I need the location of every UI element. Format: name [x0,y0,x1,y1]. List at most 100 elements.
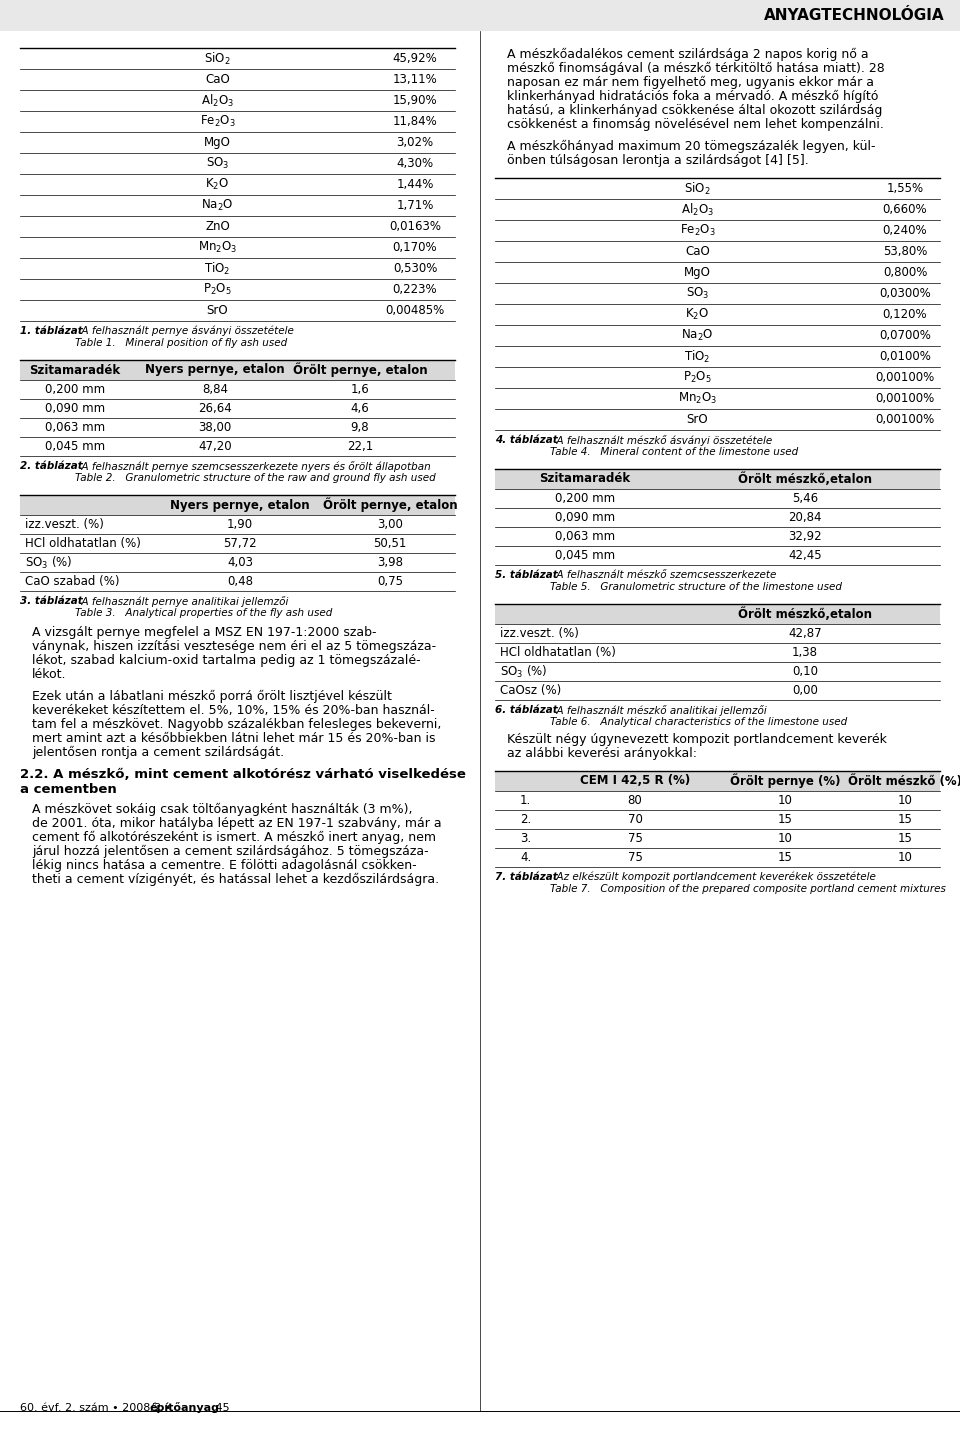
Text: hatású, a klinkerhányad csökkenése által okozott szilárdság: hatású, a klinkerhányad csökkenése által… [507,104,882,117]
Text: SO$_3$: SO$_3$ [685,286,709,301]
Text: ANYAGTECHNOLÓGIA: ANYAGTECHNOLÓGIA [764,9,945,23]
Text: CEM I 42,5 R (%): CEM I 42,5 R (%) [580,774,690,787]
Text: 60. évf. 2. szám • 2008/2 •: 60. évf. 2. szám • 2008/2 • [20,1402,175,1412]
Text: Az elkészült kompozit portlandcement keverékek összetétele: Az elkészült kompozit portlandcement kev… [550,871,876,883]
Text: 0,063 mm: 0,063 mm [45,421,105,434]
Text: Mn$_2$O$_3$: Mn$_2$O$_3$ [198,240,237,255]
Text: csökkenést a finomság növelésével nem lehet kompenzálni.: csökkenést a finomság növelésével nem le… [507,117,884,132]
Text: izz.veszt. (%): izz.veszt. (%) [25,518,104,531]
Text: Table 2.   Granulometric structure of the raw and ground fly ash used: Table 2. Granulometric structure of the … [75,474,436,484]
Text: 0,200 mm: 0,200 mm [45,384,105,396]
Text: K$_2$O: K$_2$O [685,308,709,322]
Text: 1.: 1. [520,794,531,807]
Text: Mn$_2$O$_3$: Mn$_2$O$_3$ [678,391,717,406]
Text: 80: 80 [628,794,642,807]
Text: 6. táblázat: 6. táblázat [495,705,558,716]
Bar [495,604,940,624]
Text: 0,00: 0,00 [792,684,818,697]
Bar [20,495,455,515]
Text: önben túlságosan lerontja a szilárdságot [4] [5].: önben túlságosan lerontja a szilárdságot… [507,155,808,167]
Text: TiO$_2$: TiO$_2$ [684,349,710,365]
Text: 75: 75 [628,831,642,844]
Text: járul hozzá jelentősen a cement szilárdságához. 5 tömegszáza-: járul hozzá jelentősen a cement szilárds… [32,844,428,859]
Text: A felhasznált pernye szemcsesszerkezete nyers és őrölt állapotban: A felhasznált pernye szemcsesszerkezete … [75,461,431,472]
Text: A vizsgált pernye megfelel a MSZ EN 197-1:2000 szab-: A vizsgált pernye megfelel a MSZ EN 197-… [32,625,376,640]
Text: Őrölt pernye, etalon: Őrölt pernye, etalon [293,362,427,378]
Text: 2.: 2. [520,813,531,826]
Text: mert amint azt a későbbiekben látni lehet már 15 és 20%-ban is: mert amint azt a későbbiekben látni lehe… [32,733,436,746]
Text: 10: 10 [778,831,792,844]
Bar [495,469,940,489]
Text: A felhasznált pernye ásványi összetétele: A felhasznált pernye ásványi összetétele [75,326,294,336]
Text: a cementben: a cementben [20,783,117,796]
Text: Nyers pernye, etalon: Nyers pernye, etalon [145,363,285,376]
Text: SO$_3$ (%): SO$_3$ (%) [500,664,547,680]
Text: Table 6.   Analytical characteristics of the limestone used: Table 6. Analytical characteristics of t… [550,717,848,727]
Bar [495,771,940,791]
Text: naposan ez már nem figyelhető meg, ugyanis ekkor már a: naposan ez már nem figyelhető meg, ugyan… [507,76,874,89]
Text: 0,045 mm: 0,045 mm [45,439,105,454]
Text: Őrölt mészkő (%): Őrölt mészkő (%) [848,774,960,787]
Text: 11,84%: 11,84% [393,114,438,127]
Text: izz.veszt. (%): izz.veszt. (%) [500,627,579,640]
Text: 57,72: 57,72 [223,537,257,550]
Text: 0,75: 0,75 [377,575,403,588]
Text: SrO: SrO [206,303,228,318]
Text: HCl oldhatatlan (%): HCl oldhatatlan (%) [25,537,141,550]
Text: Ezek után a lábatlani mészkő porrá őrölt lisztjével készült: Ezek után a lábatlani mészkő porrá őrölt… [32,690,392,703]
Text: 4,6: 4,6 [350,402,370,415]
Text: keverékeket készítettem el. 5%, 10%, 15% és 20%-ban használ-: keverékeket készítettem el. 5%, 10%, 15%… [32,704,435,717]
Text: Table 7.   Composition of the prepared composite portland cement mixtures: Table 7. Composition of the prepared com… [550,884,946,894]
Text: Fe$_2$O$_3$: Fe$_2$O$_3$ [680,223,715,238]
Text: 10: 10 [898,851,912,864]
Text: 0,00100%: 0,00100% [876,371,935,384]
Text: Al$_2$O$_3$: Al$_2$O$_3$ [681,202,714,218]
Text: 4,30%: 4,30% [396,157,434,170]
Text: 47,20: 47,20 [198,439,231,454]
Text: 0,0700%: 0,0700% [879,329,931,342]
Text: A felhasznált pernye analitikai jellemzői: A felhasznált pernye analitikai jellemző… [75,595,288,607]
Text: klinkerhányad hidratációs foka a mérvadó. A mészkő hígító: klinkerhányad hidratációs foka a mérvadó… [507,90,878,103]
Text: 0,00485%: 0,00485% [385,303,444,318]
Text: MgO: MgO [684,266,711,279]
Text: P$_2$O$_5$: P$_2$O$_5$ [684,371,711,385]
Text: 3.: 3. [520,831,531,844]
Text: 3,02%: 3,02% [396,136,434,149]
Text: 1,6: 1,6 [350,384,370,396]
Text: 70: 70 [628,813,642,826]
Text: 0,045 mm: 0,045 mm [555,550,615,562]
Text: 22,1: 22,1 [347,439,373,454]
Text: 45: 45 [205,1402,229,1412]
Text: SO$_3$: SO$_3$ [205,156,229,172]
Text: 0,0163%: 0,0163% [389,220,441,233]
Text: 0,090 mm: 0,090 mm [45,402,105,415]
Text: 2. táblázat: 2. táblázat [20,461,83,471]
Text: 0,800%: 0,800% [883,266,927,279]
Text: 0,223%: 0,223% [393,283,438,296]
Text: Al$_2$O$_3$: Al$_2$O$_3$ [201,93,234,109]
Text: 1,38: 1,38 [792,645,818,660]
Text: A mészkőhányad maximum 20 tömegszázalék legyen, kül-: A mészkőhányad maximum 20 tömegszázalék … [507,140,876,153]
Text: 50,51: 50,51 [373,537,407,550]
Text: 0,00100%: 0,00100% [876,414,935,426]
Bar [20,361,455,381]
Text: SiO$_2$: SiO$_2$ [684,180,710,196]
Text: 42,87: 42,87 [788,627,822,640]
Text: 15: 15 [778,851,792,864]
Text: TiO$_2$: TiO$_2$ [204,260,230,276]
Text: 1. táblázat: 1. táblázat [20,326,83,336]
Text: K$_2$O: K$_2$O [205,177,229,192]
Text: 53,80%: 53,80% [883,245,927,258]
Text: 4. táblázat: 4. táblázat [495,435,558,445]
Text: Őrölt pernye (%): Őrölt pernye (%) [730,774,840,788]
Text: theti a cement vízigényét, és hatással lehet a kezdőszilárdságra.: theti a cement vízigényét, és hatással l… [32,873,439,886]
Text: 10: 10 [898,794,912,807]
Text: az alábbi keverési arányokkal:: az alábbi keverési arányokkal: [507,747,697,760]
Text: lékot, szabad kalcium-oxid tartalma pedig az 1 tömegszázalé-: lékot, szabad kalcium-oxid tartalma pedi… [32,654,420,667]
Text: 0,240%: 0,240% [882,225,927,238]
Text: Na$_2$O: Na$_2$O [202,197,233,213]
Text: 2.2. A mészkő, mint cement alkotórész várható viselkedése: 2.2. A mészkő, mint cement alkotórész vá… [20,768,466,781]
Text: CaO: CaO [205,73,229,86]
Text: SO$_3$ (%): SO$_3$ (%) [25,554,73,571]
Text: 1,55%: 1,55% [886,182,924,195]
